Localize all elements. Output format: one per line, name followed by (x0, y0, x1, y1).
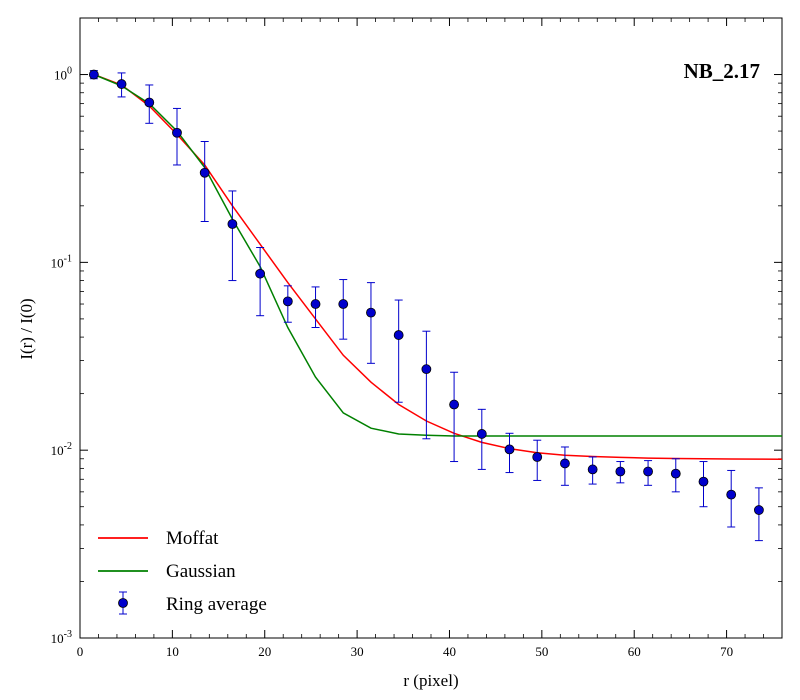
legend-ring-average-swatch (118, 591, 128, 615)
legend-ring-average-label: Ring average (166, 594, 267, 615)
ring-average-point (227, 219, 238, 229)
y-tick-label-0: 100 (54, 66, 72, 83)
x-tick-label-0: 0 (77, 644, 84, 659)
x-tick-label-60: 60 (628, 644, 641, 659)
legend-moffat-label: Moffat (166, 528, 219, 549)
legend-ring-average-marker (118, 598, 128, 608)
ring-average-point (643, 466, 653, 477)
gaussian-line (93, 73, 782, 437)
x-tick-label-40: 40 (443, 644, 456, 659)
ring-average-point (366, 307, 376, 318)
legend-gaussian-label: Gaussian (166, 561, 236, 582)
series-layer (88, 69, 783, 542)
ring-average-point (587, 464, 598, 475)
ring-average-point (504, 444, 515, 455)
ring-average-point (88, 69, 99, 80)
y-tick-label-1: 10-1 (51, 253, 72, 270)
ring-average-point (726, 489, 737, 500)
ring-average-point (310, 299, 321, 309)
y-axis-label: I(r) / I(0) (17, 298, 36, 359)
ring-average-point (116, 79, 127, 89)
x-tick-label-50: 50 (535, 644, 548, 659)
ring-average-point (282, 296, 293, 307)
y-tick-label-2: 10-2 (51, 441, 72, 458)
panel-label: NB_2.17 (684, 59, 760, 83)
ring-average-point (338, 299, 349, 309)
ring-average-point (754, 505, 764, 515)
ring-average-point (698, 476, 709, 487)
x-tick-label-10: 10 (166, 644, 179, 659)
moffat-line (93, 73, 783, 460)
x-tick-label-30: 30 (351, 644, 364, 659)
ring-average-point (421, 364, 432, 375)
ring-average-point (560, 458, 570, 469)
x-axis-label: r (pixel) (403, 671, 458, 690)
ring-average-point (476, 429, 487, 439)
ring-average-point (670, 468, 681, 479)
ring-average-point (532, 452, 543, 462)
legend: Moffat Gaussian Ring average (98, 528, 267, 615)
ring-average-point (449, 399, 459, 410)
ring-average-point (255, 268, 266, 279)
ring-average-point (172, 127, 182, 138)
x-tick-label-20: 20 (258, 644, 271, 659)
ring-average-point (615, 466, 626, 477)
ticks-layer: 0 10 20 30 40 50 60 70 100 10-1 10-2 10-3 (51, 17, 782, 659)
ring-average-point (393, 330, 404, 340)
y-tick-label-3: 10-3 (51, 629, 72, 646)
ring-average-point (144, 97, 155, 108)
x-tick-label-70: 70 (720, 644, 733, 659)
ring-average-point (199, 167, 210, 178)
